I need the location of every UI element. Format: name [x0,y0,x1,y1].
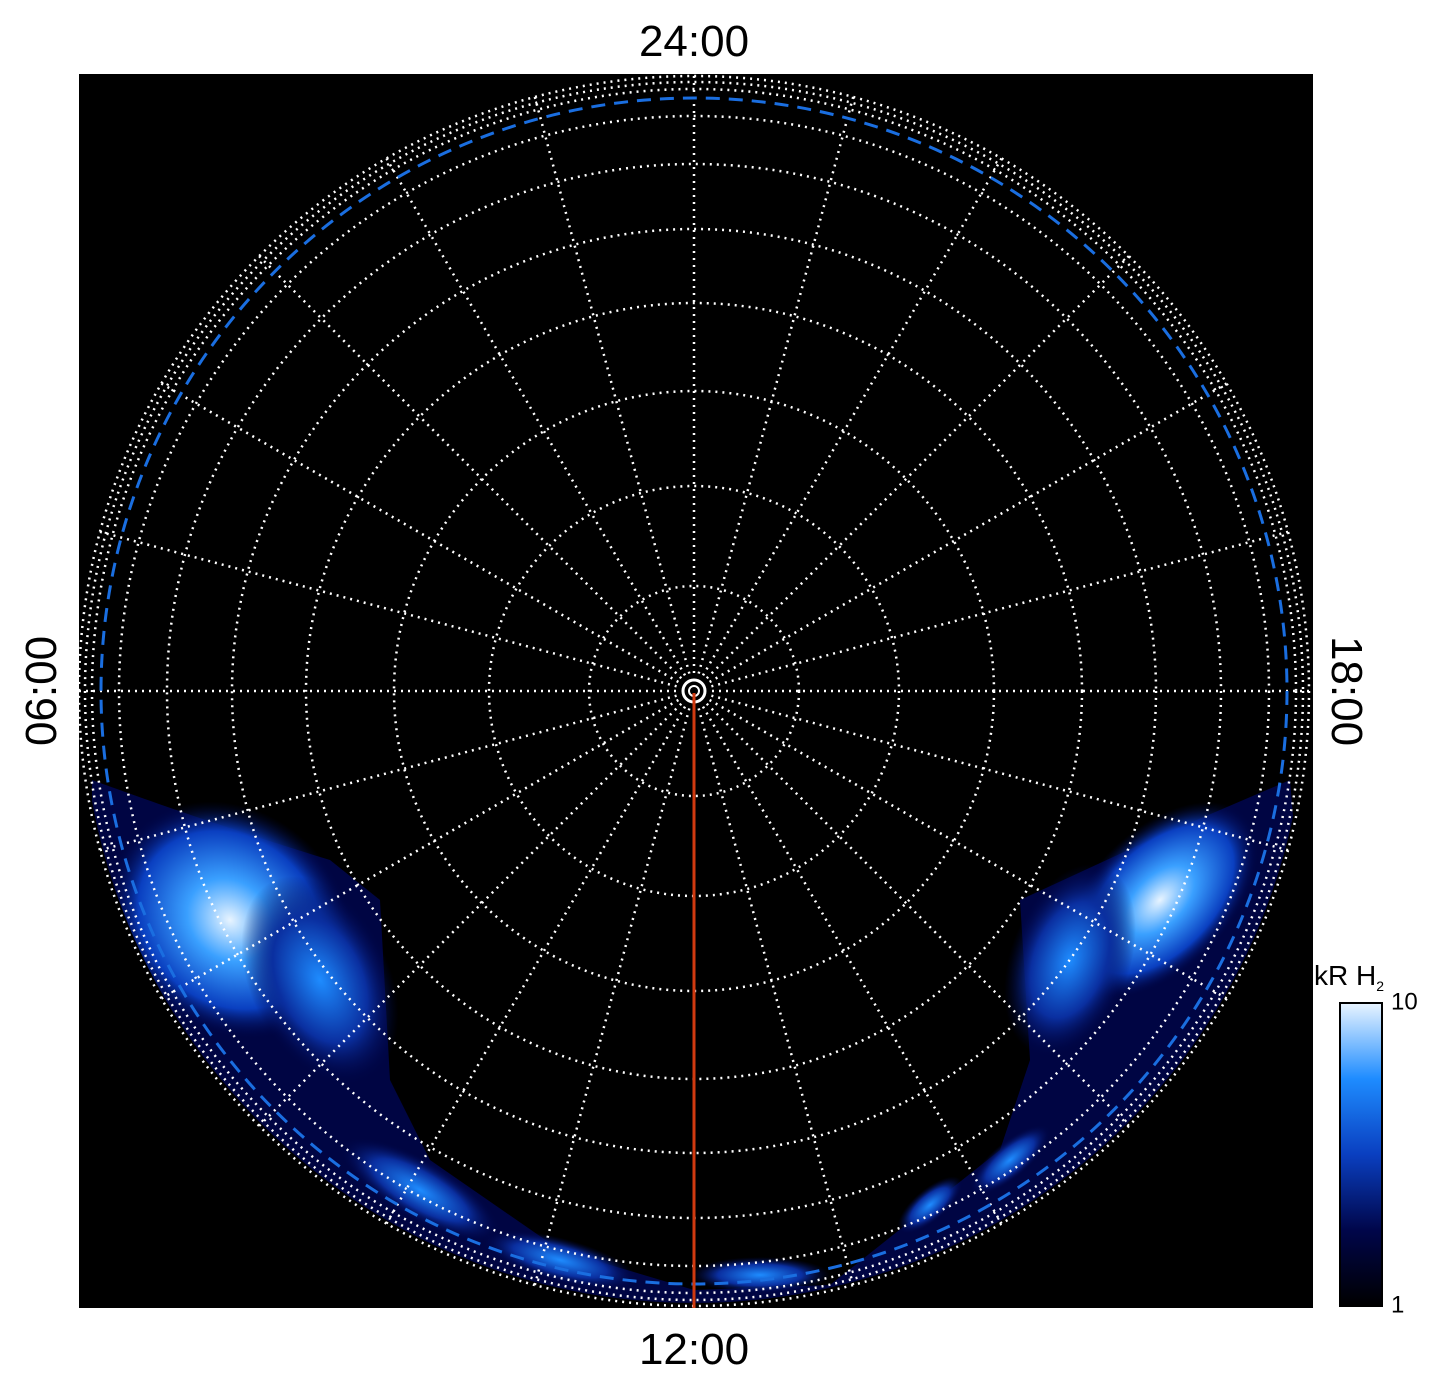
meridian-line [258,255,683,680]
latitude-circle [83,80,1305,1302]
colorbar [1339,1002,1383,1307]
meridian-line [258,702,683,1127]
meridian-line [701,157,1003,677]
meridian-line [708,382,1228,684]
colorbar-label: kR H2 [1314,960,1384,994]
meridian-line [99,694,677,852]
meridian-line [697,96,855,674]
meridian-line [533,96,691,674]
meridian-line [701,705,1003,1225]
meridian-line [160,698,680,1000]
meridian-line [711,530,1289,688]
meridian-line [385,705,687,1225]
colorbar-label-text: kR H [1314,960,1376,991]
meridian-line [705,702,1130,1127]
meridian-line [99,530,677,688]
meridian-line [533,708,691,1286]
time-label: 18:00 [1322,636,1371,746]
meridian-line [711,694,1289,852]
time-label: 06:00 [17,636,66,746]
meridian-line [697,708,855,1286]
meridian-line [385,157,687,677]
latitude-circle [587,584,801,798]
aurora-emission [92,780,1300,1303]
polar-grid [77,74,1311,1308]
meridian-line [708,698,1228,1000]
colorbar-tick-label: 1 [1391,1291,1404,1318]
meridian-line [705,255,1130,680]
latitude-circle [487,484,901,898]
time-label: 12:00 [639,1325,749,1374]
time-label: 24:00 [639,17,749,66]
colorbar-ticks: 1 10 [1376,988,1418,1318]
meridian-line [160,382,680,684]
colorbar-tick-label: 10 [1391,988,1418,1015]
colorbar-label-subscript: 2 [1376,978,1384,994]
latitude-circle [230,227,1158,1155]
